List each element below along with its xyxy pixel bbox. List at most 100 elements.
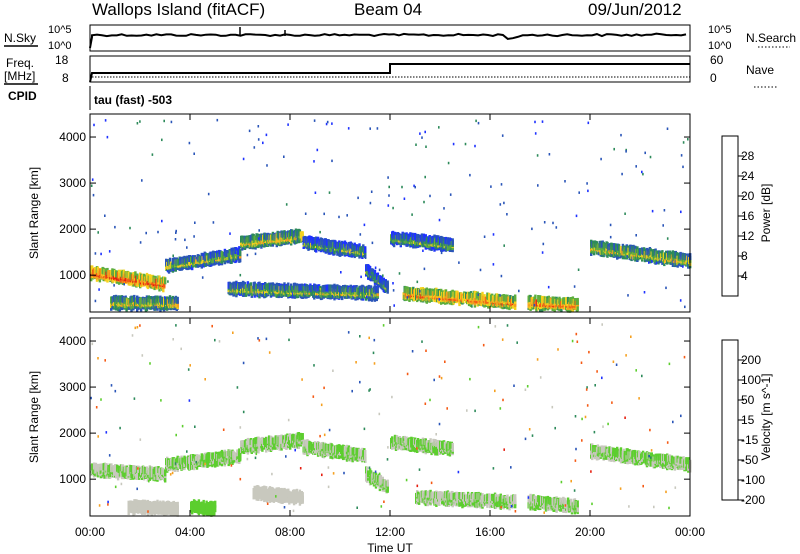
speckle-cell bbox=[680, 210, 682, 214]
speckle-cell bbox=[393, 304, 395, 307]
speckle-cell bbox=[424, 175, 426, 179]
speckle-cell bbox=[240, 290, 243, 293]
data-cell bbox=[91, 265, 94, 273]
speckle-cell bbox=[113, 284, 115, 287]
speckle-cell bbox=[313, 119, 316, 122]
speckle-cell bbox=[257, 138, 260, 141]
speckle-cell bbox=[429, 194, 431, 198]
speckle-cell bbox=[648, 261, 650, 264]
speckle-cell bbox=[161, 219, 163, 223]
data-cell bbox=[364, 246, 367, 254]
speckle-cell bbox=[201, 276, 204, 279]
noise-left-tick-bottom: 10^0 bbox=[48, 40, 72, 52]
speckle-cell bbox=[644, 151, 646, 155]
speckle-cell bbox=[548, 153, 551, 156]
data-cell bbox=[217, 258, 221, 266]
freq-trace bbox=[89, 63, 690, 83]
speckle-cell bbox=[415, 143, 417, 146]
data-cell bbox=[509, 295, 512, 302]
y-tick-label: 2000 bbox=[59, 222, 86, 236]
speckle-cell bbox=[266, 164, 268, 167]
speckle-cell bbox=[552, 221, 554, 225]
speckle-cell bbox=[447, 161, 450, 165]
speckle-cell bbox=[416, 243, 418, 246]
speckle-cell bbox=[483, 235, 486, 238]
speckle-cell bbox=[564, 180, 566, 183]
speckle-cell bbox=[547, 285, 550, 289]
speckle-cell bbox=[419, 132, 421, 135]
speckle-cell bbox=[423, 200, 425, 204]
speckle-cell bbox=[172, 254, 174, 257]
data-cell bbox=[687, 253, 690, 261]
data-cell bbox=[364, 454, 367, 461]
speckle-cell bbox=[325, 122, 328, 126]
speckle-cell bbox=[139, 120, 141, 123]
speckle-cell bbox=[425, 145, 427, 148]
speckle-cell bbox=[246, 253, 249, 257]
speckle-cell bbox=[471, 305, 473, 308]
speckle-cell bbox=[287, 123, 289, 126]
data-cell bbox=[134, 271, 137, 279]
speckle-cell bbox=[163, 119, 165, 123]
speckle-cell bbox=[371, 271, 373, 275]
speckle-cell bbox=[364, 256, 367, 259]
data-cell bbox=[451, 238, 454, 246]
y-tick-label: 1000 bbox=[59, 268, 86, 282]
speckle-cell bbox=[555, 226, 558, 229]
speckle-cell bbox=[141, 179, 143, 182]
speckle-cell bbox=[401, 185, 403, 189]
speckle-cell bbox=[627, 294, 629, 297]
data-cell bbox=[386, 280, 389, 288]
data-cell bbox=[130, 465, 133, 473]
speckle-cell bbox=[186, 246, 188, 249]
power-y-label: Slant Range [km] bbox=[27, 167, 41, 259]
speckle-cell bbox=[163, 296, 166, 299]
data-cell bbox=[675, 252, 678, 260]
y-tick-label: 3000 bbox=[59, 176, 86, 190]
noise-left-tick-top: 10^5 bbox=[48, 24, 72, 36]
speckle-cell bbox=[257, 125, 260, 128]
data-cell bbox=[168, 257, 172, 265]
noise-panel: N.Sky 10^5 10^0 10^5 10^0 N.Search bbox=[4, 24, 796, 52]
speckle-cell bbox=[624, 212, 626, 215]
data-cell bbox=[301, 231, 304, 239]
data-cell bbox=[341, 293, 344, 301]
data-cell bbox=[239, 255, 242, 263]
speckle-cell bbox=[193, 152, 195, 155]
speckle-cell bbox=[392, 282, 394, 285]
data-cell bbox=[416, 438, 420, 445]
speckle-cell bbox=[170, 120, 173, 124]
speckle-cell bbox=[403, 197, 406, 200]
speckle-cell bbox=[376, 127, 379, 130]
speckle-cell bbox=[666, 237, 669, 240]
speckle-cell bbox=[423, 267, 426, 271]
speckle-cell bbox=[635, 165, 637, 168]
speckle-cell bbox=[475, 119, 477, 123]
speckle-cell bbox=[388, 185, 390, 189]
speckle-cell bbox=[93, 123, 95, 127]
speckle-cell bbox=[392, 206, 394, 210]
speckle-cell bbox=[235, 251, 237, 255]
speckle-cell bbox=[533, 303, 536, 307]
velocity-data bbox=[90, 323, 692, 517]
data-cell bbox=[315, 245, 318, 253]
power-frame bbox=[89, 113, 691, 313]
speckle-cell bbox=[414, 185, 416, 189]
speckle-cell bbox=[97, 231, 99, 234]
speckle-cell bbox=[398, 272, 401, 275]
speckle-cell bbox=[682, 141, 685, 144]
freq-label: Freq. bbox=[6, 56, 34, 70]
freq-unit-label: [MHz] bbox=[4, 69, 35, 83]
speckle-cell bbox=[490, 185, 492, 188]
nave-label: Nave bbox=[746, 63, 774, 77]
speckle-cell bbox=[369, 201, 372, 205]
speckle-cell bbox=[464, 142, 467, 146]
speckle-cell bbox=[613, 147, 615, 151]
date-title: 09/Jun/2012 bbox=[588, 0, 682, 19]
speckle-cell bbox=[625, 150, 627, 153]
speckle-cell bbox=[104, 119, 107, 122]
speckle-cell bbox=[501, 134, 504, 137]
